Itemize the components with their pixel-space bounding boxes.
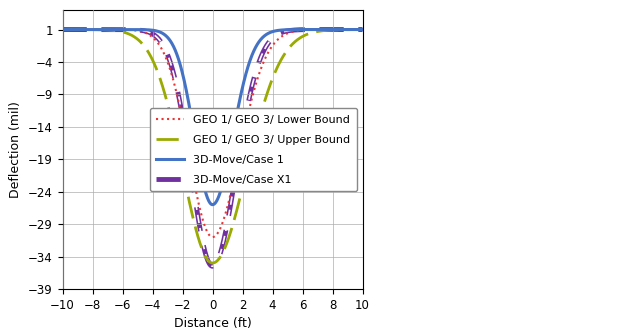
GEO 1/ GEO 3/ Lower Bound [321,28,328,32]
3D-Move/Case X1 [353,28,361,32]
X-axis label: Distance (ft): Distance (ft) [174,317,251,330]
3D-Move/Case X1 [93,28,101,32]
GEO 1/ GEO 3/ Lower Bound [209,235,216,239]
GEO 1/ GEO 3/ Upper Bound [353,28,361,32]
3D-Move/Case X1 [59,28,66,32]
GEO 1/ GEO 3/ Lower Bound [59,28,66,32]
3D-Move/Case 1 [93,28,101,32]
3D-Move/Case 1 [209,203,216,207]
3D-Move/Case 1 [59,28,66,32]
GEO 1/ GEO 3/ Upper Bound [187,205,194,209]
GEO 1/ GEO 3/ Upper Bound [321,29,328,33]
3D-Move/Case X1 [359,28,366,32]
GEO 1/ GEO 3/ Upper Bound [59,28,66,32]
3D-Move/Case 1 [187,111,194,115]
3D-Move/Case 1 [321,28,328,32]
3D-Move/Case 1 [111,28,118,32]
3D-Move/Case X1 [187,166,194,170]
Line: GEO 1/ GEO 3/ Upper Bound: GEO 1/ GEO 3/ Upper Bound [62,30,362,263]
GEO 1/ GEO 3/ Lower Bound [353,28,361,32]
3D-Move/Case X1 [321,28,328,32]
GEO 1/ GEO 3/ Upper Bound [209,261,216,265]
GEO 1/ GEO 3/ Lower Bound [187,161,194,165]
GEO 1/ GEO 3/ Upper Bound [359,28,366,32]
3D-Move/Case 1 [174,54,181,58]
GEO 1/ GEO 3/ Lower Bound [111,28,118,32]
Line: GEO 1/ GEO 3/ Lower Bound: GEO 1/ GEO 3/ Lower Bound [62,30,362,237]
GEO 1/ GEO 3/ Lower Bound [93,28,101,32]
GEO 1/ GEO 3/ Lower Bound [359,28,366,32]
GEO 1/ GEO 3/ Upper Bound [93,28,101,32]
GEO 1/ GEO 3/ Upper Bound [111,29,118,33]
GEO 1/ GEO 3/ Lower Bound [174,95,181,99]
3D-Move/Case 1 [359,28,366,32]
Line: 3D-Move/Case 1: 3D-Move/Case 1 [62,30,362,205]
3D-Move/Case X1 [174,88,181,92]
Y-axis label: Deflection (mil): Deflection (mil) [9,101,22,198]
3D-Move/Case X1 [111,28,118,32]
3D-Move/Case 1 [353,28,361,32]
3D-Move/Case X1 [209,264,216,268]
Legend: GEO 1/ GEO 3/ Lower Bound, GEO 1/ GEO 3/ Upper Bound, 3D-Move/Case 1, 3D-Move/Ca: GEO 1/ GEO 3/ Lower Bound, GEO 1/ GEO 3/… [150,108,357,191]
GEO 1/ GEO 3/ Upper Bound [174,144,181,148]
Line: 3D-Move/Case X1: 3D-Move/Case X1 [62,30,362,266]
